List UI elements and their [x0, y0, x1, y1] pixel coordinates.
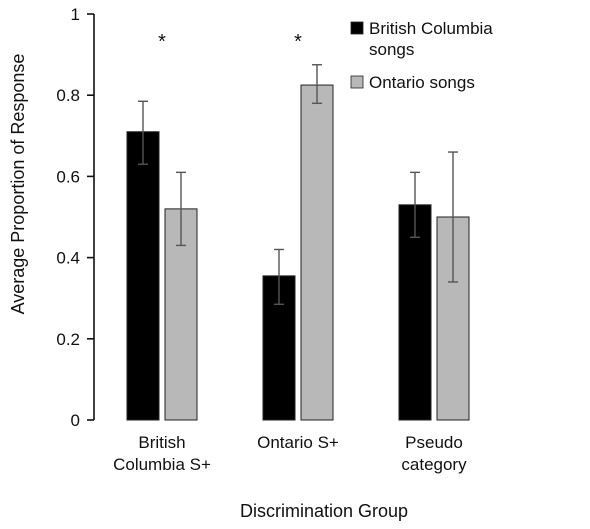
- significance-markers: * *: [158, 31, 302, 53]
- legend-swatch: [350, 21, 364, 35]
- bar: [398, 204, 432, 421]
- y-tick-label: 0.4: [56, 249, 80, 268]
- y-tick-label: 0.2: [56, 330, 80, 349]
- x-axis-title: Discrimination Group: [240, 501, 408, 521]
- legend-label: British Columbia songs: [369, 19, 493, 59]
- x-tick-label: British Columbia S+: [113, 433, 211, 474]
- y-tick-label: 0: [71, 411, 80, 430]
- legend-label: Ontario songs: [369, 73, 475, 92]
- x-tick-label: Pseudo category: [401, 433, 467, 474]
- legend: British Columbia songs Ontario songs: [350, 19, 493, 92]
- legend-swatch: [350, 75, 364, 89]
- x-tick-label: Ontario S+: [257, 433, 339, 452]
- category-labels: British Columbia S+ Ontario S+ Pseudo catego…: [113, 433, 467, 474]
- y-tick-label: 0.8: [56, 86, 80, 105]
- error-bars: [138, 64, 458, 305]
- y-axis-title: Average Proportion of Response: [8, 54, 28, 315]
- bars: [126, 84, 470, 421]
- y-tick-label: 1: [71, 5, 80, 24]
- significance-star: *: [294, 31, 302, 53]
- bar: [300, 84, 334, 421]
- bar: [126, 131, 160, 421]
- axes: 0 0.2 0.4 0.6 0.8 1: [56, 5, 95, 430]
- significance-star: *: [158, 31, 166, 53]
- y-tick-label: 0.6: [56, 167, 80, 186]
